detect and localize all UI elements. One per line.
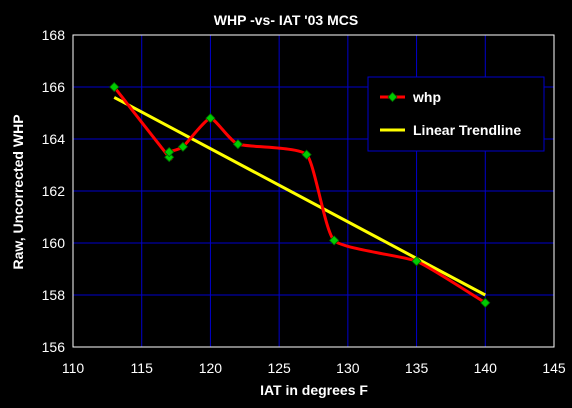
tick-labels: 110 115 120 125 130 135 140 145 156 158 160 162 164 1… [42,27,566,376]
x-tick-label: 140 [474,360,498,376]
whp-marker [164,146,175,158]
x-tick-label: 110 [62,360,85,376]
legend-trendline-label: Linear Trendline [413,122,521,138]
y-tick-label: 160 [42,235,66,251]
whp-marker [205,113,216,124]
trendline [113,96,486,297]
whp-marker [164,152,175,163]
legend-whp-marker [387,91,398,103]
x-axis-label: IAT in degrees F [260,382,368,398]
whp-marker [411,256,422,267]
legend: whp Linear Trendline [367,76,545,152]
legend-whp-label: whp [412,89,441,105]
y-tick-label: 168 [42,27,66,43]
whp-marker [480,297,491,308]
x-tick-label: 135 [405,360,429,376]
x-tick-label: 115 [131,360,154,376]
x-tick-label: 125 [267,360,291,376]
whp-marker [109,81,120,93]
x-tick-label: 145 [542,360,566,376]
x-tick-label: 120 [199,360,223,376]
chart-title: WHP -vs- IAT '03 MCS [214,12,358,28]
plot-area-border [72,34,555,348]
whp-marker [301,149,312,160]
legend-box [367,76,545,152]
y-tick-label: 158 [42,287,66,303]
x-tick-label: 130 [336,360,360,376]
y-tick-label: 164 [42,131,66,147]
whp-marker [177,141,189,152]
whp-marker [329,235,340,246]
y-axis-label: Raw, Uncorrected WHP [10,114,26,269]
whp-marker [232,139,243,150]
y-tick-label: 156 [42,339,66,355]
series [109,81,491,308]
y-tick-label: 166 [42,79,66,95]
y-tick-label: 162 [42,183,66,199]
